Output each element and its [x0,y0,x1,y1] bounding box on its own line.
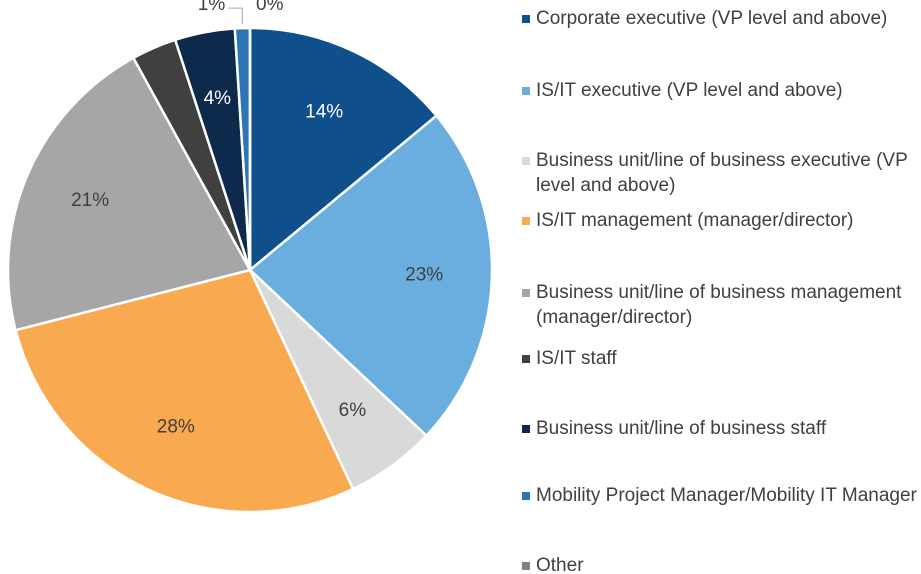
data-label: 4% [204,88,232,109]
legend-item: Business unit/line of business executive… [522,148,921,198]
data-label: 21% [71,190,109,211]
legend-swatch [522,157,530,165]
legend-label: Other [536,555,584,574]
legend-item: Mobility Project Manager/Mobility IT Man… [522,483,921,508]
legend-item: IS/IT management (manager/director) [522,208,921,233]
legend-label: IS/IT management (manager/director) [536,210,854,231]
legend-item: Other [522,553,921,574]
legend-item: Business unit/line of business managemen… [522,280,921,330]
legend-swatch [522,562,530,570]
legend-swatch [522,87,530,95]
legend-label: Business unit/line of business managemen… [536,282,902,328]
legend-swatch [522,289,530,297]
pie-slice [14,268,355,514]
legend-label: Mobility Project Manager/Mobility IT Man… [536,485,917,506]
legend-swatch [522,355,530,363]
data-label: 23% [405,264,443,285]
legend-label: Business unit/line of business staff [536,418,827,439]
data-label: 14% [305,101,343,122]
leader-line [228,7,243,25]
legend-label: IS/IT executive (VP level and above) [536,80,843,101]
pie-slice [248,113,494,438]
legend-label: Corporate executive (VP level and above) [536,8,888,29]
data-label: 0% [256,0,284,15]
legend-label: IS/IT staff [536,348,617,369]
data-label: 6% [339,400,367,421]
legend-swatch [522,425,530,433]
legend-swatch [522,217,530,225]
legend-item: IS/IT staff [522,346,921,371]
pie-area: 14% 23% 6% 28% 21% 4% 1% 0% [6,0,494,514]
legend-swatch [522,15,530,23]
pie-slice [6,56,252,332]
legend-swatch [522,492,530,500]
legend-item: IS/IT executive (VP level and above) [522,78,921,103]
data-label: 1% [198,0,226,15]
legend-item: Business unit/line of business staff [522,416,921,441]
legend-label: Business unit/line of business executive… [536,150,908,196]
data-label: 28% [157,417,195,438]
legend-item: Corporate executive (VP level and above) [522,6,921,31]
pie-slice [248,26,439,273]
